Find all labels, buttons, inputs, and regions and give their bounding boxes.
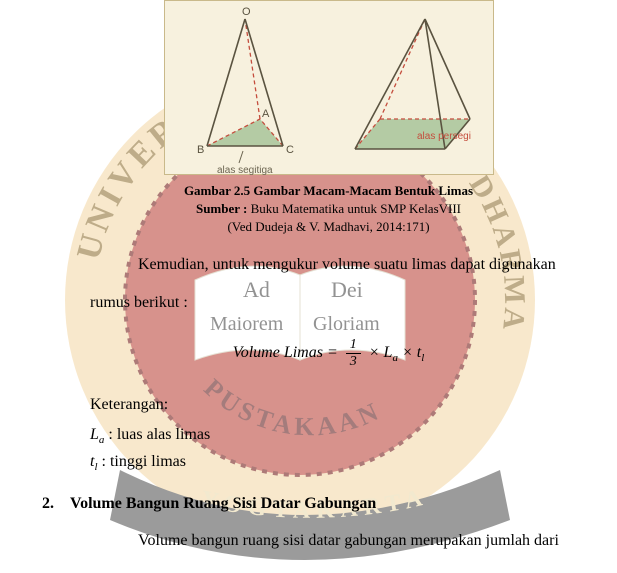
source-label: Sumber :: [196, 201, 251, 216]
fraction-den: 3: [346, 354, 361, 370]
paragraph-intro-cont: rumus berikut :: [90, 287, 567, 319]
vertex-C: C: [286, 144, 294, 156]
figure-reference: (Ved Dudeja & V. Madhavi, 2014:171): [90, 219, 567, 235]
figure-pyramids: O A B C alas segitiga: [164, 0, 494, 175]
figure-caption: Gambar 2.5 Gambar Macam-Macam Bentuk Lim…: [90, 183, 567, 199]
volume-formula: Volume Limas = 1 3 × La × tl: [90, 337, 567, 370]
heading-num: 2.: [42, 495, 70, 513]
base-label-triangle: alas segitiga: [217, 165, 273, 176]
heading-text: Volume Bangun Ruang Sisi Datar Gabungan: [70, 495, 376, 512]
keterangan-title: Keterangan:: [90, 392, 567, 418]
pyramid-square: alas persegi: [355, 19, 471, 149]
times2: ×: [398, 344, 417, 361]
tl: tl: [417, 344, 425, 361]
figure-source: Sumber : Buku Matematika untuk SMP Kelas…: [90, 201, 567, 217]
vertex-O: O: [242, 6, 251, 18]
formula-eq: =: [323, 344, 342, 361]
fraction-num: 1: [346, 337, 361, 354]
formula-lhs: Volume Limas: [233, 344, 323, 361]
heading-volume-gabungan: 2.Volume Bangun Ruang Sisi Datar Gabunga…: [42, 495, 567, 513]
La: La: [384, 344, 398, 361]
page-content: O A B C alas segitiga: [0, 0, 617, 557]
base-label-square: alas persegi: [417, 131, 471, 142]
fraction-one-third: 1 3: [346, 337, 361, 370]
paragraph-intro: Kemudian, untuk mengukur volume suatu li…: [90, 249, 567, 281]
vertex-B: B: [197, 144, 204, 156]
keterangan-la: La : luas alas limas: [90, 422, 567, 450]
vertex-A: A: [262, 108, 270, 120]
times1: ×: [365, 344, 384, 361]
pyramid-triangular: O A B C alas segitiga: [197, 6, 294, 176]
paragraph-gabungan: Volume bangun ruang sisi datar gabungan …: [90, 525, 567, 557]
keterangan-tl: tl : tinggi limas: [90, 449, 567, 477]
source-text: Buku Matematika untuk SMP KelasVIII: [251, 201, 461, 216]
